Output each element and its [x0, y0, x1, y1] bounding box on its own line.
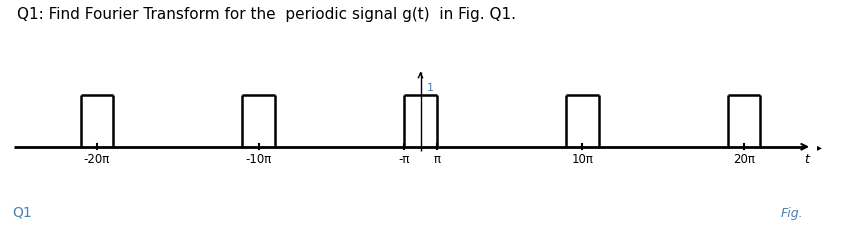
Text: 1: 1 [426, 82, 434, 93]
Text: 10π: 10π [571, 153, 593, 166]
Text: t: t [804, 153, 809, 166]
Text: -20π: -20π [84, 153, 110, 166]
Text: ▸: ▸ [817, 142, 822, 152]
Text: -10π: -10π [246, 153, 272, 166]
Text: Fig.: Fig. [780, 207, 803, 220]
Text: Q1: Q1 [13, 206, 32, 220]
Text: -π: -π [399, 153, 410, 166]
Text: π: π [433, 153, 440, 166]
Text: 20π: 20π [733, 153, 755, 166]
Text: Q1: Find Fourier Transform for the  periodic signal g(t)  in Fig. Q1.: Q1: Find Fourier Transform for the perio… [17, 7, 516, 22]
